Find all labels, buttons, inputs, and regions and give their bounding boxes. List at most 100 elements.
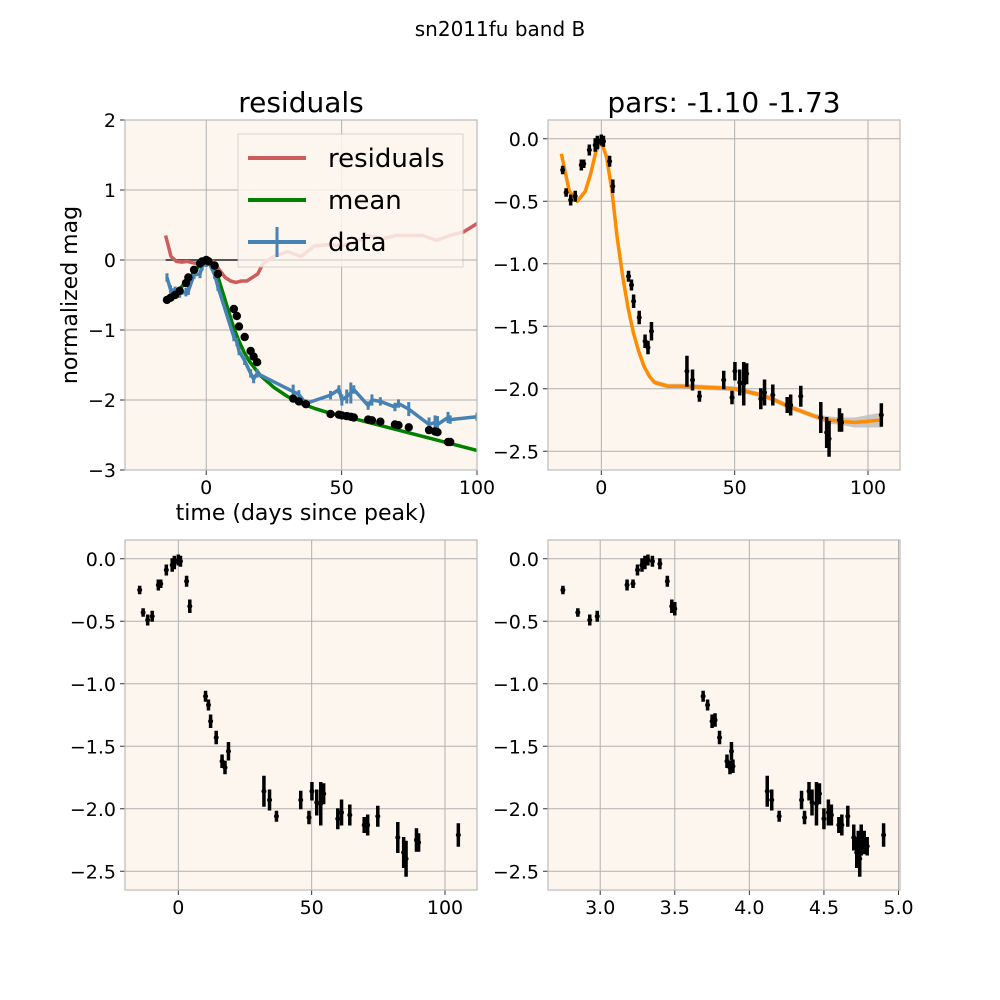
- legend: residuals mean data: [237, 133, 464, 268]
- y-tick-label: −2: [88, 390, 116, 412]
- x-tick-label: 50: [330, 477, 354, 499]
- y-tick-label: −1.5: [493, 736, 539, 758]
- data-point: [572, 193, 578, 199]
- plot-frame: [547, 119, 901, 471]
- data-point: [631, 298, 637, 304]
- data-point: [684, 368, 690, 374]
- data-point: [321, 791, 327, 797]
- data-point: [802, 815, 808, 820]
- y-tick-label: −1.5: [493, 316, 539, 338]
- data-point: [365, 822, 371, 828]
- data-point: [657, 561, 663, 567]
- data-point: [395, 835, 401, 840]
- data-point: [210, 261, 219, 270]
- y-tick-label: −1.0: [493, 674, 539, 696]
- data-point: [744, 371, 750, 377]
- data-point: [712, 717, 718, 723]
- data-point: [204, 257, 213, 266]
- data-point: [799, 797, 805, 803]
- y-tick-label: −3: [88, 460, 116, 482]
- data-point: [416, 840, 422, 845]
- data-point: [375, 813, 381, 819]
- data-point: [705, 702, 711, 708]
- data-point: [634, 567, 640, 573]
- data-point: [309, 788, 315, 794]
- data-point: [140, 610, 146, 615]
- data-point: [163, 567, 169, 573]
- x-tick-label: 0: [172, 897, 184, 919]
- x-tick-label: 5.0: [883, 897, 913, 919]
- data-point: [798, 393, 804, 399]
- data-point: [294, 397, 304, 406]
- figure-title: sn2011fu band B: [415, 17, 585, 41]
- y-tick-label: 0.0: [509, 549, 539, 571]
- data-point: [839, 420, 845, 425]
- data-point: [769, 797, 775, 803]
- data-point: [586, 147, 592, 153]
- data-point: [560, 167, 566, 173]
- plot-area: [125, 540, 477, 890]
- y-tick-label: −2.5: [493, 861, 539, 883]
- data-point: [729, 395, 735, 400]
- data-point: [568, 197, 574, 203]
- data-point: [587, 617, 593, 623]
- series-layer: [559, 134, 884, 457]
- data-point: [149, 613, 155, 619]
- plot-area: [548, 540, 900, 890]
- data-point: [610, 183, 616, 189]
- panel-title: residuals: [238, 86, 364, 119]
- x-tick-label: 100: [427, 897, 463, 919]
- data-point: [347, 812, 353, 818]
- data-point: [222, 765, 228, 770]
- y-tick-label: 0.0: [509, 129, 539, 151]
- data-point: [809, 800, 815, 805]
- data-point: [821, 816, 827, 822]
- data-point: [404, 423, 413, 432]
- x-tick-label: 50: [723, 477, 747, 499]
- y-tick-label: −2.5: [70, 861, 116, 883]
- data-point: [361, 822, 367, 828]
- y-tick-label: 1: [104, 180, 116, 202]
- y-tick-label: −0.5: [493, 611, 539, 633]
- data-point: [208, 718, 214, 724]
- plot-frame: [124, 539, 478, 891]
- data-point: [700, 693, 706, 699]
- plot-frame: [547, 539, 901, 891]
- x-tick-label: 50: [300, 897, 324, 919]
- data-point: [826, 436, 832, 442]
- data-point: [594, 613, 600, 619]
- data-point: [213, 735, 219, 740]
- data-point: [175, 286, 184, 295]
- data-point: [203, 693, 209, 699]
- data-point: [818, 415, 824, 420]
- data-point: [816, 791, 822, 797]
- y-tick-label: −1.0: [70, 674, 116, 696]
- data-point: [664, 578, 670, 584]
- data-point: [649, 558, 655, 564]
- data-point: [560, 587, 566, 593]
- data-point: [784, 402, 790, 408]
- data-point: [575, 610, 581, 615]
- data-point: [788, 402, 794, 408]
- data-point: [645, 345, 651, 350]
- data-point: [234, 322, 244, 331]
- data-point: [301, 400, 311, 409]
- y-tick-label: 2: [104, 110, 116, 132]
- data-point: [225, 748, 231, 754]
- data-point: [184, 578, 190, 584]
- y-tick-label: −0.5: [70, 611, 116, 633]
- data-point: [189, 265, 199, 274]
- data-point: [648, 328, 654, 334]
- data-point: [776, 813, 782, 819]
- panel-top-right: 0 50 100 0.0 −0.5 −1.0 −1.5 −2.0 −2.5 pars: -1.10…: [493, 86, 901, 499]
- data-point: [696, 393, 702, 399]
- data-point: [273, 813, 279, 819]
- data-point: [240, 332, 249, 342]
- data-point: [732, 368, 738, 374]
- data-point: [145, 617, 151, 623]
- y-tick-label: −2.0: [70, 799, 116, 821]
- data-point: [232, 311, 242, 321]
- data-point: [764, 788, 770, 794]
- y-axis-label: normalized mag: [58, 206, 83, 384]
- y-tick-label: −1.0: [493, 254, 539, 276]
